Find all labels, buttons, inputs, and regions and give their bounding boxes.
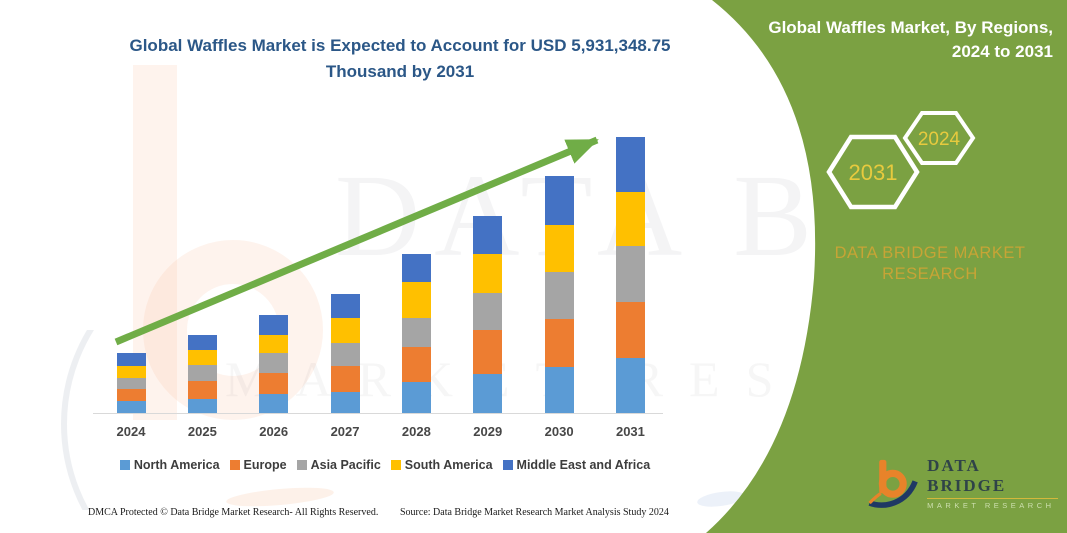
bar-segment-2031-middle-east-and-africa (615, 137, 645, 192)
legend-swatch-icon (502, 460, 513, 470)
logo-name: DATA BRIDGE (927, 456, 1007, 495)
bar-segment-2026-europe (259, 373, 289, 394)
chart-title-line1: Global Waffles Market is Expected to Acc… (129, 36, 671, 55)
chart-title: Global Waffles Market is Expected to Acc… (60, 33, 740, 84)
legend-item-north-america: North America (119, 458, 220, 472)
bar-segment-2026-north-america (259, 394, 289, 413)
legend-swatch-icon (390, 460, 401, 470)
bar-segment-2028-europe (401, 347, 431, 382)
bar-2031 (615, 137, 645, 413)
brand-line2: RESEARCH (882, 264, 978, 283)
bar-segment-2025-asia-pacific (187, 365, 217, 381)
footer-source-text: Source: Data Bridge Market Research Mark… (400, 507, 669, 518)
bar-segment-2027-asia-pacific (330, 343, 360, 366)
chart-legend: North America Europe Asia Pacific South Ame… (85, 458, 685, 472)
x-axis-label-2027: 2027 (330, 424, 360, 439)
bar-segment-2026-asia-pacific (259, 353, 289, 373)
chart-title-line2: Thousand by 2031 (325, 61, 475, 81)
side-panel-header: Global Waffles Market, By Regions, 2024 … (723, 16, 1053, 64)
x-axis-label-2025: 2025 (187, 424, 217, 439)
bar-segment-2024-south-america (116, 366, 146, 378)
bar-segment-2025-north-america (187, 399, 217, 413)
side-panel-header-line2: 2024 to 2031 (951, 41, 1053, 61)
bar-segment-2024-middle-east-and-africa (116, 353, 146, 366)
bar-segment-2027-north-america (330, 392, 360, 413)
legend-swatch-icon (229, 460, 240, 470)
data-bridge-logo-icon (868, 459, 918, 508)
x-axis-line (93, 413, 663, 414)
legend-label: Asia Pacific (310, 458, 381, 472)
bar-segment-2024-north-america (116, 401, 146, 413)
logo-tagline: MARKET RESEARCH (927, 498, 1058, 510)
legend-item-middle-east-and-africa: Middle East and Africa (502, 458, 651, 472)
hexagon-2031 (826, 134, 920, 210)
hexagon-badges: 2031 2024 (826, 111, 976, 210)
legend-item-europe: Europe (229, 458, 287, 472)
bar-segment-2028-north-america (401, 382, 431, 413)
legend-swatch-icon (296, 460, 307, 470)
legend-label: South America (404, 458, 493, 472)
x-axis-label-2030: 2030 (544, 424, 574, 439)
legend-label: North America (133, 458, 220, 472)
bar-segment-2025-europe (187, 381, 217, 399)
bar-segment-2024-asia-pacific (116, 378, 146, 389)
x-axis-label-2024: 2024 (116, 424, 146, 439)
bar-segment-2027-europe (330, 366, 360, 392)
footer-dmca-text: DMCA Protected © Data Bridge Market Rese… (88, 507, 379, 518)
bar-segment-2031-south-america (615, 192, 645, 246)
brand-line1: DATA BRIDGE MARKET (834, 244, 1026, 262)
legend-item-south-america: South America (390, 458, 493, 472)
bar-2024 (116, 353, 146, 413)
bar-segment-2030-north-america (544, 367, 574, 413)
legend-item-asia-pacific: Asia Pacific (296, 458, 381, 472)
data-bridge-logo: DATA BRIDGE MARKET RESEARCH (868, 450, 1058, 516)
side-panel-header-line1: Global Waffles Market, By Regions, (768, 18, 1053, 37)
bar-segment-2031-north-america (615, 358, 645, 413)
legend-label: Europe (243, 458, 287, 472)
x-axis-label-2028: 2028 (401, 424, 431, 439)
bar-segment-2031-asia-pacific (615, 246, 645, 302)
x-axis-label-2029: 2029 (473, 424, 503, 439)
legend-swatch-icon (119, 460, 130, 470)
x-axis-label-2026: 2026 (259, 424, 289, 439)
side-panel-brand-text: DATA BRIDGE MARKET RESEARCH (830, 243, 1030, 284)
bar-segment-2031-europe (615, 302, 645, 358)
hexagon-2031-label: 2031 (849, 160, 898, 185)
hexagon-2024-label: 2024 (918, 129, 961, 150)
x-axis-label-2031: 2031 (615, 424, 645, 439)
bar-segment-2025-south-america (187, 350, 217, 365)
bar-segment-2029-north-america (473, 374, 503, 413)
legend-label: Middle East and Africa (516, 458, 651, 472)
hexagon-2024 (902, 111, 976, 165)
bar-segment-2024-europe (116, 389, 146, 401)
